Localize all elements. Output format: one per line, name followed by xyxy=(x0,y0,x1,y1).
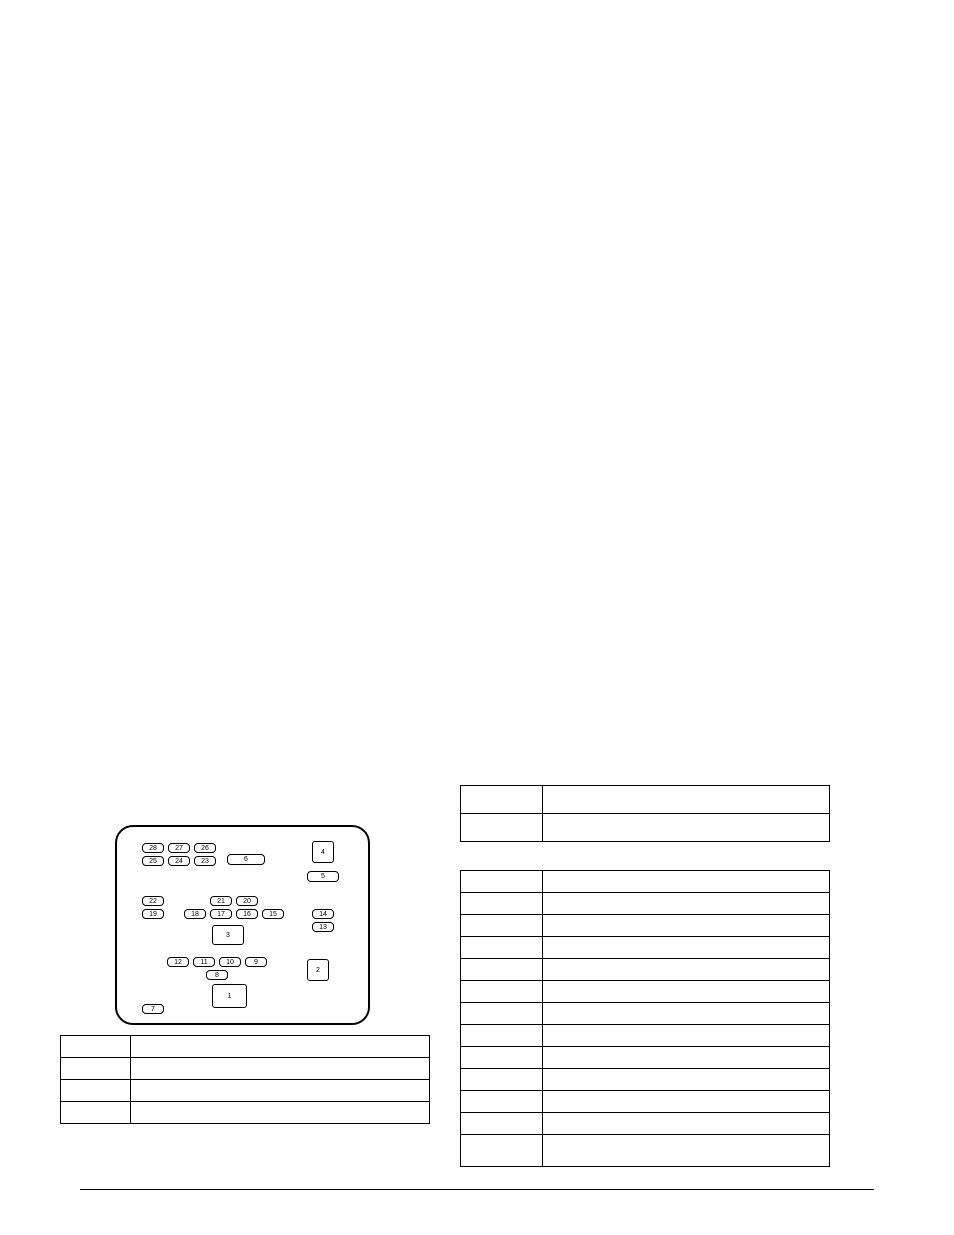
fuse-slot-6: 6 xyxy=(227,854,265,865)
fuse-slot-5: 5 xyxy=(307,871,339,882)
table-cell xyxy=(543,981,830,1003)
fuse-slot-18: 18 xyxy=(184,909,206,919)
blank-upper xyxy=(60,50,894,800)
fuse-slot-12: 12 xyxy=(167,957,189,967)
table-cell xyxy=(131,1102,430,1124)
fuse-slot-20: 20 xyxy=(236,896,258,906)
table-cell xyxy=(543,1091,830,1113)
table-cell xyxy=(543,814,830,842)
fuse-slot-15: 15 xyxy=(262,909,284,919)
fuse-diagram: 2827262524236452219212018171615141331211… xyxy=(115,825,370,1025)
table-cell xyxy=(543,1113,830,1135)
table-cell xyxy=(543,1003,830,1025)
lower-columns: 2827262524236452219212018171615141331211… xyxy=(60,800,894,1167)
right-upper-table xyxy=(460,785,830,842)
fuse-slot-23: 23 xyxy=(194,856,216,866)
table-cell xyxy=(461,937,543,959)
table-cell xyxy=(461,871,543,893)
fuse-slot-26: 26 xyxy=(194,843,216,853)
table-cell xyxy=(461,1025,543,1047)
fuse-slot-1: 1 xyxy=(212,984,247,1008)
fuse-slot-4: 4 xyxy=(312,841,334,863)
fuse-slot-13: 13 xyxy=(312,922,334,932)
table-row xyxy=(461,1003,830,1025)
fuse-slot-8: 8 xyxy=(206,970,228,980)
fuse-slot-21: 21 xyxy=(210,896,232,906)
table-row xyxy=(61,1058,430,1080)
fuse-slot-9: 9 xyxy=(245,957,267,967)
left-table xyxy=(60,1035,430,1124)
table-row xyxy=(461,871,830,893)
table-cell xyxy=(61,1036,131,1058)
fuse-slot-14: 14 xyxy=(312,909,334,919)
table-row xyxy=(461,1135,830,1167)
table-row xyxy=(461,786,830,814)
fuse-slot-27: 27 xyxy=(168,843,190,853)
table-cell xyxy=(543,937,830,959)
fuse-slot-28: 28 xyxy=(142,843,164,853)
table-row xyxy=(461,1091,830,1113)
table-cell xyxy=(543,1047,830,1069)
table-row xyxy=(61,1036,430,1058)
fuse-slot-2: 2 xyxy=(307,959,329,981)
table-cell xyxy=(461,786,543,814)
fuse-slot-22: 22 xyxy=(142,896,164,906)
table-row xyxy=(461,893,830,915)
table-row xyxy=(461,1025,830,1047)
table-cell xyxy=(461,814,543,842)
table-cell xyxy=(461,959,543,981)
table-cell xyxy=(461,1091,543,1113)
table-row xyxy=(461,915,830,937)
table-cell xyxy=(543,786,830,814)
table-cell xyxy=(461,1135,543,1167)
table-cell xyxy=(543,893,830,915)
fuse-slot-24: 24 xyxy=(168,856,190,866)
page-content: 2827262524236452219212018171615141331211… xyxy=(60,50,894,1167)
table-row xyxy=(61,1080,430,1102)
right-lower-table xyxy=(460,870,830,1167)
table-cell xyxy=(543,1069,830,1091)
table-row xyxy=(461,959,830,981)
fuse-slot-3: 3 xyxy=(212,925,244,945)
table-cell xyxy=(61,1080,131,1102)
table-row xyxy=(61,1102,430,1124)
table-row xyxy=(461,814,830,842)
fuse-slot-10: 10 xyxy=(219,957,241,967)
table-cell xyxy=(131,1080,430,1102)
table-cell xyxy=(543,871,830,893)
table-cell xyxy=(61,1058,131,1080)
right-column xyxy=(460,800,830,1167)
table-cell xyxy=(61,1102,131,1124)
table-cell xyxy=(131,1036,430,1058)
table-row xyxy=(461,981,830,1003)
table-cell xyxy=(543,959,830,981)
table-cell xyxy=(461,1003,543,1025)
table-row xyxy=(461,1047,830,1069)
fuse-slot-25: 25 xyxy=(142,856,164,866)
fuse-slot-11: 11 xyxy=(193,957,215,967)
fuse-slot-19: 19 xyxy=(142,909,164,919)
table-cell xyxy=(461,981,543,1003)
table-cell xyxy=(461,1113,543,1135)
left-column: 2827262524236452219212018171615141331211… xyxy=(60,800,430,1167)
fuse-slot-16: 16 xyxy=(236,909,258,919)
table-cell xyxy=(543,1135,830,1167)
table-cell xyxy=(543,1025,830,1047)
table-row xyxy=(461,937,830,959)
table-cell xyxy=(543,915,830,937)
table-cell xyxy=(461,915,543,937)
table-row xyxy=(461,1113,830,1135)
fuse-slot-17: 17 xyxy=(210,909,232,919)
fuse-slot-7: 7 xyxy=(142,1004,164,1014)
table-cell xyxy=(461,1047,543,1069)
table-cell xyxy=(131,1058,430,1080)
table-row xyxy=(461,1069,830,1091)
table-cell xyxy=(461,1069,543,1091)
footer-rule xyxy=(80,1189,874,1190)
table-cell xyxy=(461,893,543,915)
